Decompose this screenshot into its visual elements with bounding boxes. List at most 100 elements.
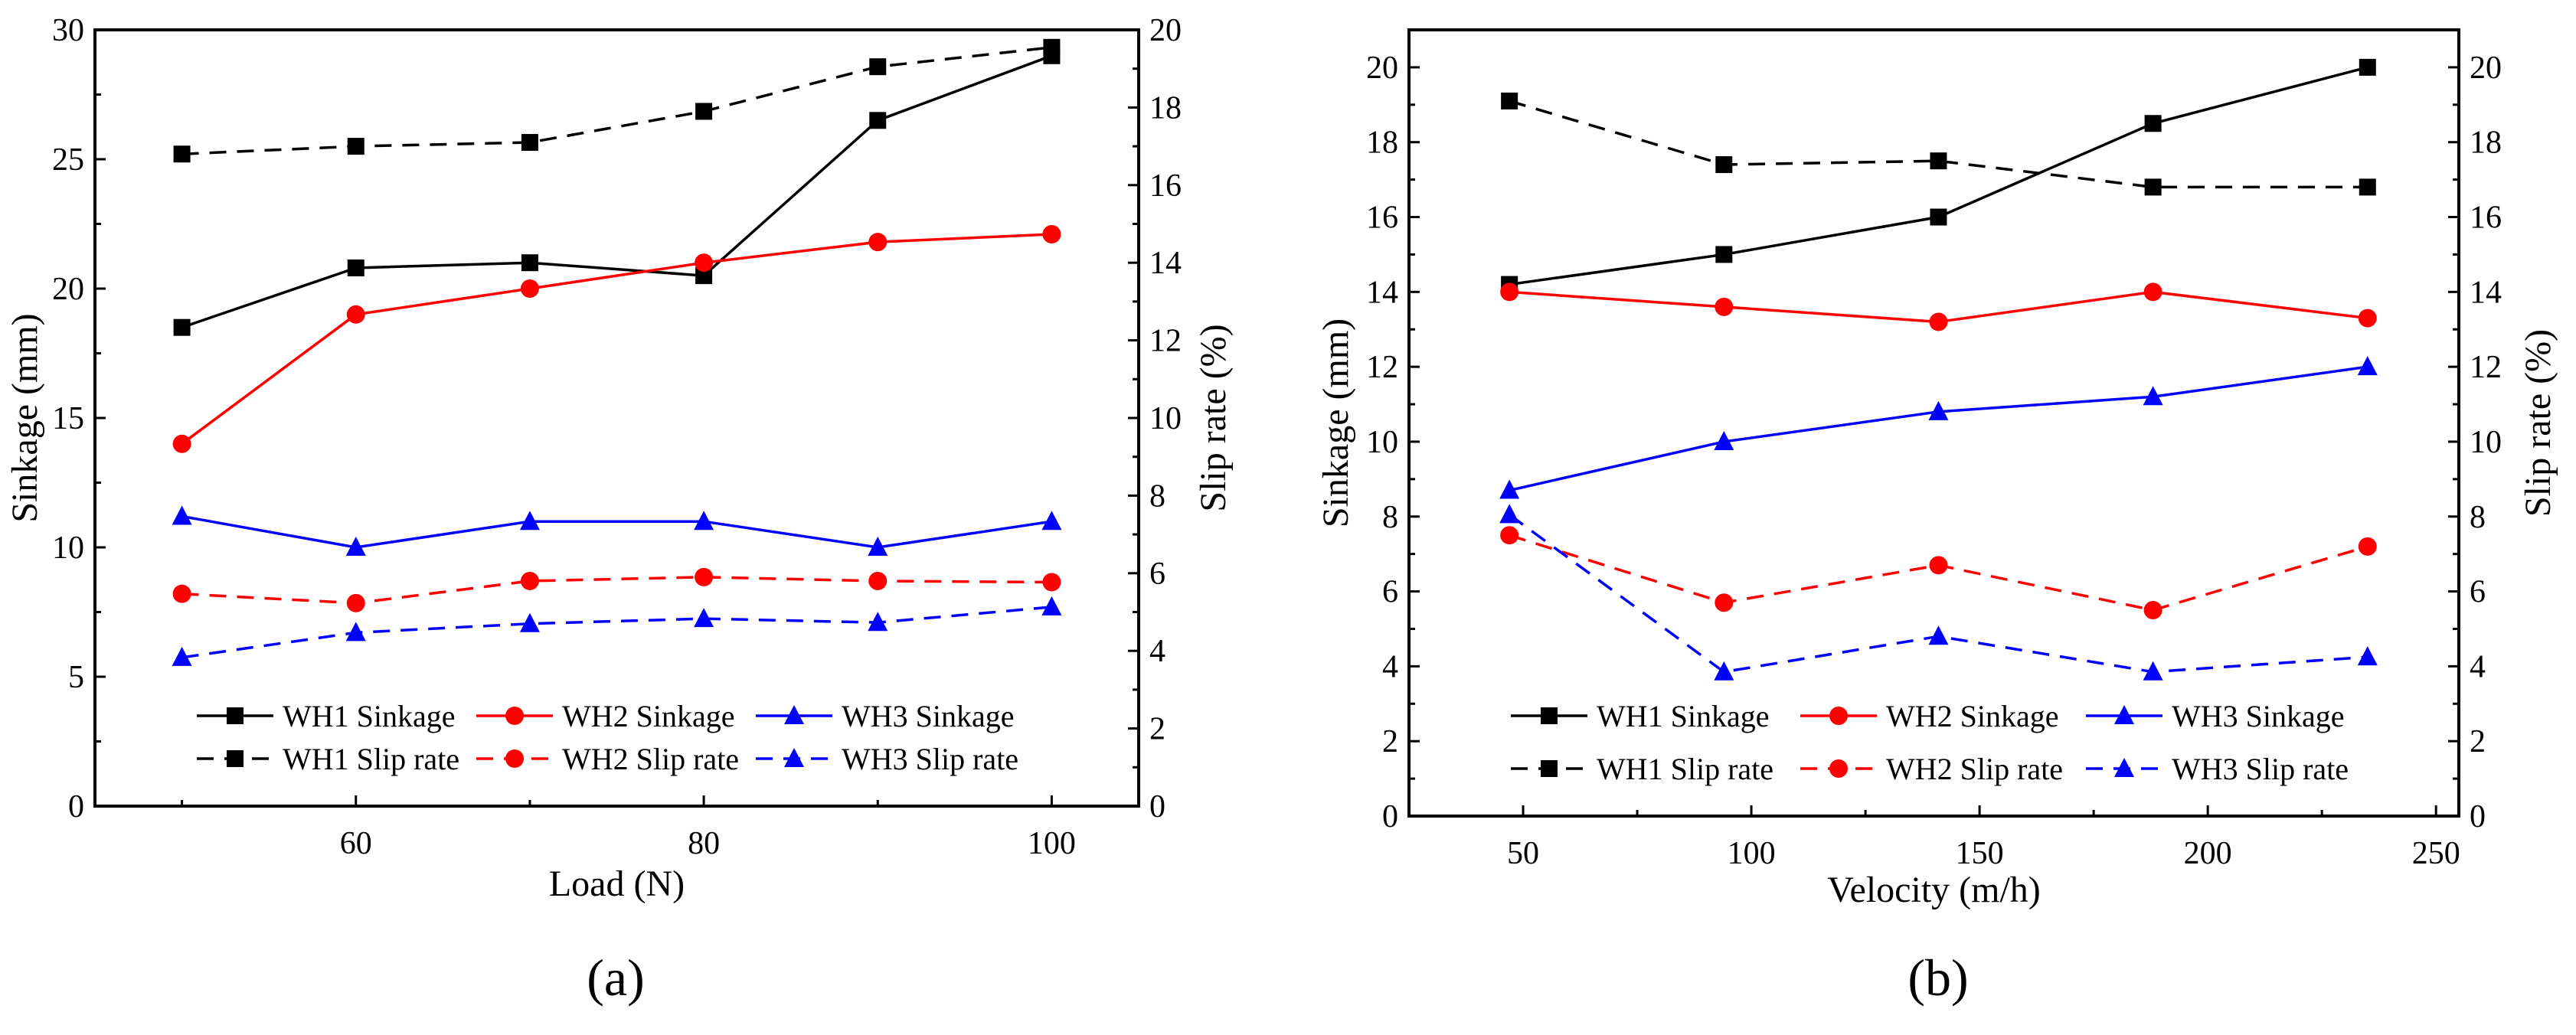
legend-entry: WH3 Slip rate bbox=[2086, 752, 2349, 786]
series-line bbox=[181, 46, 1052, 155]
y2-tick-label: 14 bbox=[1149, 246, 1182, 281]
series-line bbox=[181, 576, 1052, 605]
legend-label: WH2 Sinkage bbox=[1886, 699, 2059, 733]
data-point bbox=[868, 571, 888, 590]
data-point bbox=[1929, 312, 1948, 331]
y-tick-label: 12 bbox=[1366, 350, 1398, 385]
y2-tick-label: 14 bbox=[2470, 275, 2502, 310]
y2-axis-title: Slip rate (%) bbox=[1193, 324, 1234, 511]
series-wh2-sinkage bbox=[1500, 282, 2377, 331]
legend-label: WH1 Sinkage bbox=[283, 699, 456, 733]
data-point bbox=[868, 612, 888, 632]
data-point bbox=[868, 537, 888, 556]
series-line bbox=[181, 606, 1052, 659]
legend-entry: WH2 Slip rate bbox=[1800, 752, 2063, 786]
series-line bbox=[1509, 513, 2368, 674]
y-tick-label: 15 bbox=[52, 401, 84, 436]
x-tick-label: 80 bbox=[688, 826, 720, 861]
data-point bbox=[172, 584, 191, 603]
chart-panel-1: 50 100 150 200 25002468101214161820024681012… bbox=[1316, 28, 2558, 1007]
data-point bbox=[1499, 479, 1520, 499]
data-point bbox=[2359, 178, 2376, 196]
legend-marker bbox=[2114, 705, 2134, 724]
series-wh3-sinkage bbox=[1499, 356, 2378, 499]
legend-entry: WH2 Slip rate bbox=[476, 742, 739, 776]
plot-frame bbox=[93, 28, 1140, 808]
legend-marker bbox=[1829, 707, 1848, 725]
y2-tick-label: 10 bbox=[2470, 425, 2502, 460]
y2-tick-label: 4 bbox=[2470, 649, 2486, 684]
y-tick-label: 6 bbox=[1382, 575, 1398, 610]
legend-label: WH2 Sinkage bbox=[562, 699, 735, 733]
x-tick-label: 250 bbox=[2412, 836, 2460, 871]
x-tick-label: 150 bbox=[1956, 836, 2004, 871]
data-point bbox=[2359, 58, 2376, 76]
panel-label: (b) bbox=[1907, 948, 1968, 1007]
data-point bbox=[519, 612, 540, 632]
data-point bbox=[2358, 537, 2377, 556]
data-point bbox=[1501, 92, 1518, 109]
legend-marker bbox=[784, 748, 804, 767]
y-tick-label: 20 bbox=[52, 272, 84, 307]
legend-label: WH3 Sinkage bbox=[842, 699, 1015, 733]
y2-tick-label: 6 bbox=[1149, 557, 1165, 592]
data-point bbox=[1714, 661, 1734, 681]
data-point bbox=[2144, 115, 2162, 132]
series-line bbox=[1509, 100, 2368, 189]
y-tick-label: 10 bbox=[1366, 425, 1398, 460]
y-tick-label: 5 bbox=[68, 660, 84, 695]
data-point bbox=[1500, 282, 1519, 302]
legend-marker bbox=[2114, 758, 2134, 777]
data-point bbox=[345, 622, 366, 642]
y2-tick-label: 16 bbox=[2470, 201, 2502, 236]
series-line bbox=[1509, 66, 2368, 286]
y2-tick-label: 20 bbox=[1149, 13, 1182, 48]
data-point bbox=[520, 279, 539, 298]
series-wh1-slip-rate bbox=[1501, 92, 2376, 196]
legend-marker bbox=[1829, 759, 1848, 778]
x-tick-label: 200 bbox=[2184, 836, 2232, 871]
y-tick-label: 2 bbox=[1382, 724, 1398, 759]
legend-entry: WH3 Sinkage bbox=[756, 699, 1015, 733]
series-line bbox=[1509, 365, 2368, 492]
x-tick-label: 50 bbox=[1507, 836, 1539, 871]
data-point bbox=[2144, 178, 2162, 196]
data-point bbox=[695, 267, 713, 285]
series-wh1-slip-rate bbox=[173, 38, 1061, 163]
data-point bbox=[173, 145, 191, 163]
data-point bbox=[520, 571, 539, 590]
data-point bbox=[1042, 225, 1061, 244]
series-wh1-sinkage bbox=[1501, 58, 2376, 293]
data-point bbox=[172, 434, 191, 453]
legend-entry: WH1 Slip rate bbox=[1511, 752, 1773, 786]
data-point bbox=[2357, 356, 2378, 376]
y2-tick-label: 2 bbox=[1149, 712, 1165, 747]
legend-label: WH3 Sinkage bbox=[2172, 699, 2345, 733]
legend-entry: WH1 Sinkage bbox=[197, 699, 456, 733]
legend-marker bbox=[227, 750, 244, 767]
data-point bbox=[1930, 152, 1947, 170]
series-wh3-slip-rate bbox=[1499, 504, 2378, 681]
y2-tick-label: 0 bbox=[1149, 789, 1165, 824]
y2-tick-label: 12 bbox=[1149, 324, 1182, 359]
data-point bbox=[1930, 208, 1947, 226]
data-point bbox=[868, 233, 888, 252]
data-point bbox=[1928, 400, 1949, 420]
x-tick-label: 60 bbox=[340, 826, 372, 861]
x-tick-label: 100 bbox=[1728, 836, 1776, 871]
data-point bbox=[2358, 309, 2377, 328]
data-point bbox=[1715, 246, 1733, 263]
legend-label: WH1 Slip rate bbox=[283, 742, 459, 776]
x-axis-title: Load (N) bbox=[549, 864, 685, 904]
legend-label: WH1 Sinkage bbox=[1597, 699, 1770, 733]
data-point bbox=[346, 305, 365, 324]
legend-entry: WH2 Sinkage bbox=[476, 699, 735, 733]
data-point bbox=[695, 253, 714, 273]
data-point bbox=[521, 254, 538, 272]
legend-label: WH2 Slip rate bbox=[562, 742, 739, 776]
data-point bbox=[1715, 297, 1734, 316]
data-point bbox=[2143, 661, 2163, 681]
series-wh3-sinkage bbox=[172, 505, 1062, 556]
data-point bbox=[2143, 386, 2163, 406]
chart-panel-0: 60 80 100 0 5 10 15 20 25 30 0 2 4 6 8 10 12 14 16 18 20 Load… bbox=[5, 13, 1234, 1007]
